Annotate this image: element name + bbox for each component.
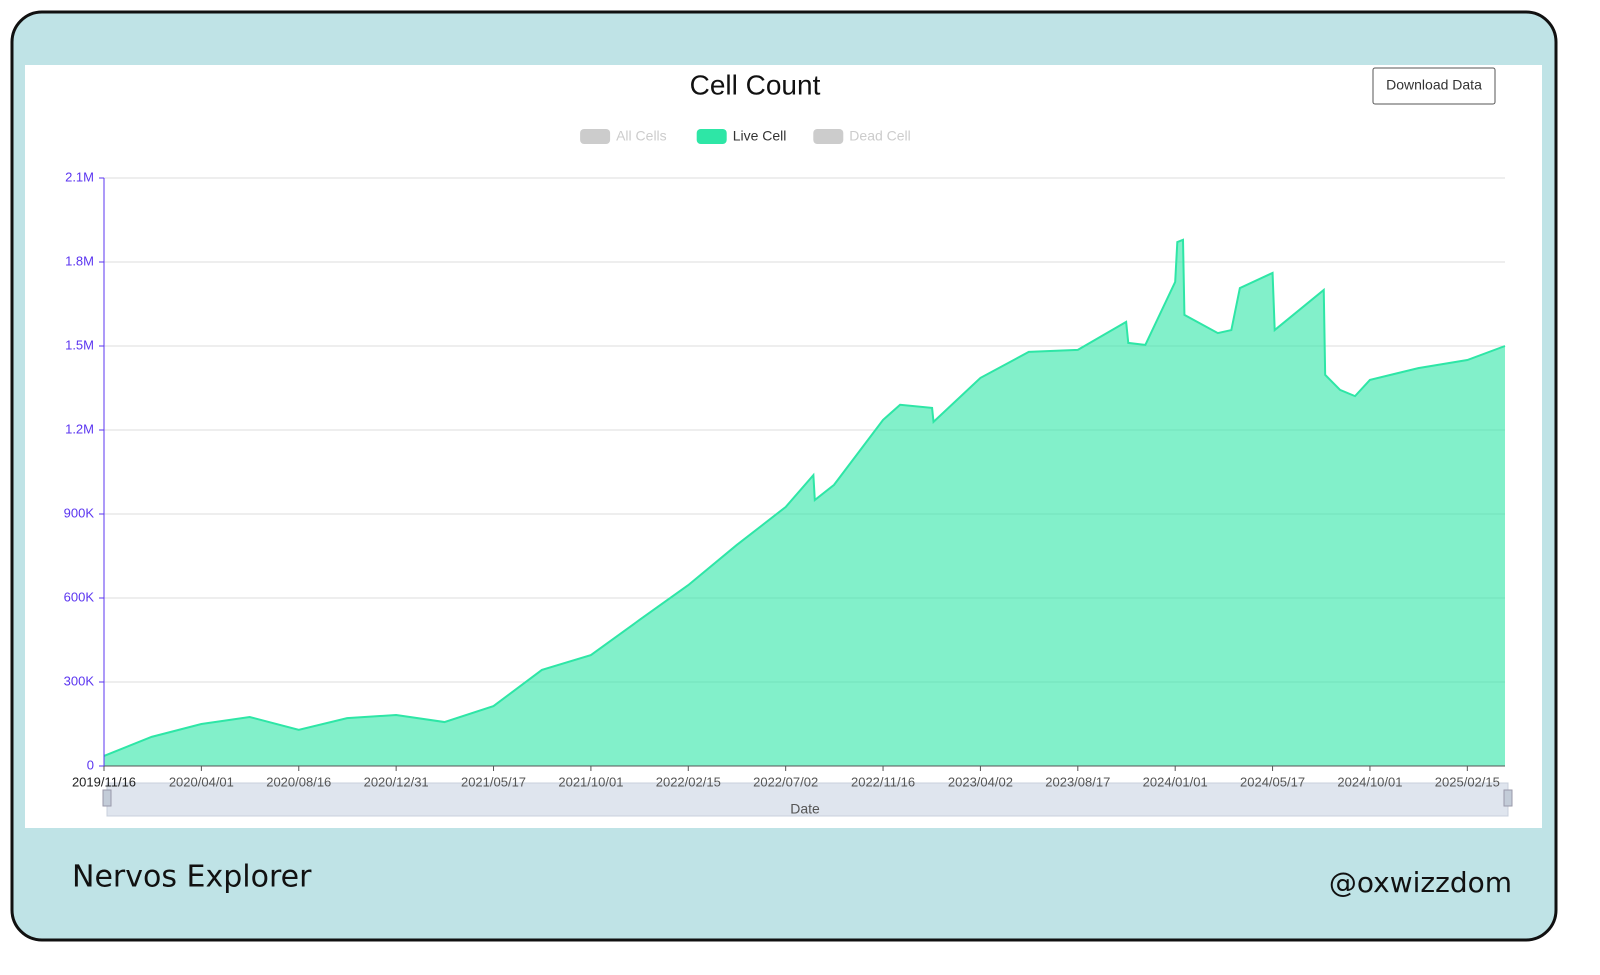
- x-tick-label: 2025/02/15: [1435, 774, 1500, 789]
- x-tick-label: 2021/10/01: [558, 774, 623, 789]
- y-tick-label: 1.2M: [65, 421, 94, 436]
- legend-swatch: [580, 129, 611, 144]
- y-tick-label: 1.8M: [65, 253, 94, 268]
- zoom-handle[interactable]: [102, 789, 112, 807]
- area: [104, 239, 1505, 766]
- legend-swatch: [813, 129, 844, 144]
- x-tick-label: 2020/12/31: [364, 774, 429, 789]
- x-tick-label: 2022/02/15: [656, 774, 721, 789]
- download-button[interactable]: Download Data: [1372, 67, 1496, 105]
- x-tick-label: 2020/04/01: [169, 774, 234, 789]
- legend-label: Live Cell: [733, 128, 787, 144]
- button-box[interactable]: [1372, 67, 1496, 105]
- zoom-handle[interactable]: [1503, 789, 1513, 807]
- x-tick-label: 2022/11/16: [851, 774, 915, 789]
- button-label[interactable]: Download Data: [1386, 77, 1482, 93]
- brand: Nervos Explorer: [72, 860, 312, 895]
- x-tick-label: 2023/08/17: [1045, 774, 1110, 789]
- y-tick-label: 900K: [64, 505, 95, 520]
- line: [103, 238, 1506, 757]
- x-tick-label: 2020/08/16: [266, 774, 331, 789]
- x-tick-label: 2021/05/17: [461, 774, 526, 789]
- y-tick-label: 0: [87, 757, 94, 772]
- x-tick-label: 2023/04/02: [948, 774, 1013, 789]
- y-tick-label: 600K: [64, 589, 95, 604]
- legend-label: Dead Cell: [849, 128, 910, 144]
- legend-label: All Cells: [616, 128, 667, 144]
- chart-title: Cell Count: [690, 69, 821, 100]
- y-tick-label: 2.1M: [65, 169, 94, 184]
- x-tick-label: 2024/10/01: [1337, 774, 1402, 789]
- x-tick-label: 2019/11/16: [72, 774, 136, 789]
- x-tick-label: 2022/07/02: [753, 774, 818, 789]
- x-tick-label: 2024/05/17: [1240, 774, 1305, 789]
- y-tick-label: 1.5M: [65, 337, 94, 352]
- x-tick-label: 2024/01/01: [1143, 774, 1208, 789]
- x-axis-label: Date: [790, 801, 820, 817]
- handle: @oxwizzdom: [1329, 866, 1512, 899]
- y-tick-label: 300K: [64, 673, 95, 688]
- legend-swatch: [696, 129, 727, 144]
